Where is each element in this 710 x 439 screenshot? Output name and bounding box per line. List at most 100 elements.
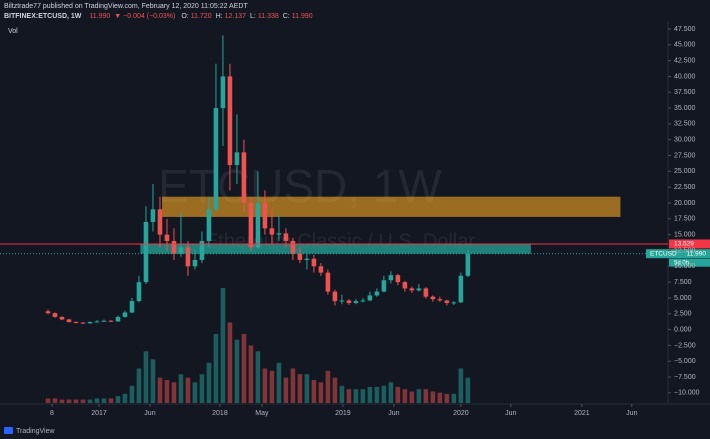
- candle-body: [129, 301, 135, 313]
- symbol-line: BITFINEX:ETCUSD, 1W 11.990 ▼ −0.004 (−0.03…: [4, 13, 313, 20]
- volume-bar: [73, 399, 79, 403]
- candle-body: [353, 301, 359, 304]
- candle-body: [430, 296, 436, 300]
- volume-bar: [325, 370, 331, 403]
- price-label-bg: [669, 239, 710, 249]
- candle-body: [122, 312, 128, 317]
- candle-body: [59, 316, 65, 320]
- volume-bar: [437, 392, 443, 403]
- volume-bar: [45, 398, 51, 403]
- candle-body: [157, 209, 163, 235]
- volume-bar: [381, 385, 387, 403]
- y-tick-label: 20.000: [674, 200, 696, 207]
- volume-bar: [374, 386, 380, 403]
- header-bg: [0, 0, 710, 21]
- countdown-bg: [669, 258, 710, 267]
- y-tick-label: 40.000: [674, 73, 696, 80]
- volume-bar: [318, 382, 324, 403]
- candle-body: [136, 282, 142, 302]
- candle-body: [143, 221, 149, 283]
- x-tick-label: Jun: [144, 410, 155, 417]
- volume-bar: [297, 374, 303, 403]
- y-tick-label: −10.000: [674, 390, 700, 397]
- volume-bar: [171, 382, 177, 403]
- publisher: Biltztrade77 published on TradingView.co…: [4, 3, 248, 10]
- price-label-value: 13.529: [674, 241, 694, 248]
- y-tick-label: 12.500: [674, 247, 696, 254]
- candle-body: [297, 253, 303, 260]
- open: 11.720: [191, 13, 212, 20]
- candle-body: [290, 240, 296, 254]
- y-tick-label: 5.000: [674, 295, 692, 302]
- volume-bar: [346, 389, 352, 403]
- x-tick-label: Jun: [626, 410, 637, 417]
- candle-body: [52, 313, 58, 317]
- candle-body: [458, 275, 464, 303]
- volume-bar: [423, 389, 429, 403]
- volume-bar: [339, 385, 345, 403]
- high-label: H:: [216, 13, 223, 20]
- candle-body: [388, 275, 394, 281]
- candle-body: [108, 320, 114, 322]
- candle-body: [262, 203, 268, 229]
- candle-body: [409, 288, 415, 291]
- candle-body: [423, 288, 429, 297]
- volume-bar: [269, 370, 275, 403]
- close: 11.990: [292, 13, 313, 20]
- candle-body: [45, 311, 51, 314]
- volume-bar: [402, 389, 408, 403]
- volume-label: Vol: [8, 28, 18, 35]
- candle-body: [318, 266, 324, 273]
- price-label-value: 11.990: [687, 250, 707, 257]
- candle-body: [465, 253, 471, 276]
- y-tick-label: 15.000: [674, 231, 696, 238]
- volume-bar: [255, 351, 261, 403]
- zone: [140, 243, 531, 254]
- candle-body: [346, 300, 352, 304]
- candle-body: [227, 76, 233, 166]
- candle-body: [94, 321, 100, 323]
- candle-body: [360, 300, 366, 302]
- candle-body: [171, 240, 177, 254]
- close-label: C:: [283, 13, 290, 20]
- volume-bar: [185, 377, 191, 403]
- candle-body: [150, 209, 156, 222]
- candle-body: [101, 320, 107, 322]
- y-tick-label: 45.000: [674, 42, 696, 49]
- symbol: BITFINEX:ETCUSD, 1W: [4, 13, 82, 20]
- volume-bar: [52, 398, 58, 403]
- volume-bar: [213, 334, 219, 403]
- y-tick-label: 42.500: [674, 57, 696, 64]
- y-tick-label: 25.000: [674, 168, 696, 175]
- y-tick-label: 2.500: [674, 311, 692, 318]
- candle-body: [80, 322, 86, 324]
- candle-body: [381, 280, 387, 292]
- volume-bar: [395, 386, 401, 403]
- volume-bar: [367, 386, 373, 403]
- open-label: O:: [181, 13, 188, 20]
- volume-bar: [304, 374, 310, 403]
- y-tick-label: −5.000: [674, 358, 696, 365]
- candle-body: [178, 247, 184, 254]
- x-tick-label: Jun: [505, 410, 516, 417]
- price-label-name: ETCUSD: [650, 250, 677, 257]
- volume-bar: [206, 362, 212, 403]
- volume-bar: [94, 398, 100, 403]
- volume-bar: [332, 377, 338, 403]
- volume-bar: [101, 398, 107, 403]
- candle-body: [248, 203, 254, 248]
- volume-bar: [150, 359, 156, 403]
- candle-body: [87, 321, 93, 324]
- candle-body: [374, 291, 380, 296]
- candle-body: [73, 321, 79, 323]
- y-tick-label: −7.500: [674, 374, 696, 381]
- volume-bar: [122, 393, 128, 403]
- candle-body: [283, 233, 289, 241]
- volume-bar: [87, 399, 93, 403]
- candle-body: [311, 258, 317, 267]
- volume-bar: [465, 377, 471, 403]
- candle-body: [185, 247, 191, 267]
